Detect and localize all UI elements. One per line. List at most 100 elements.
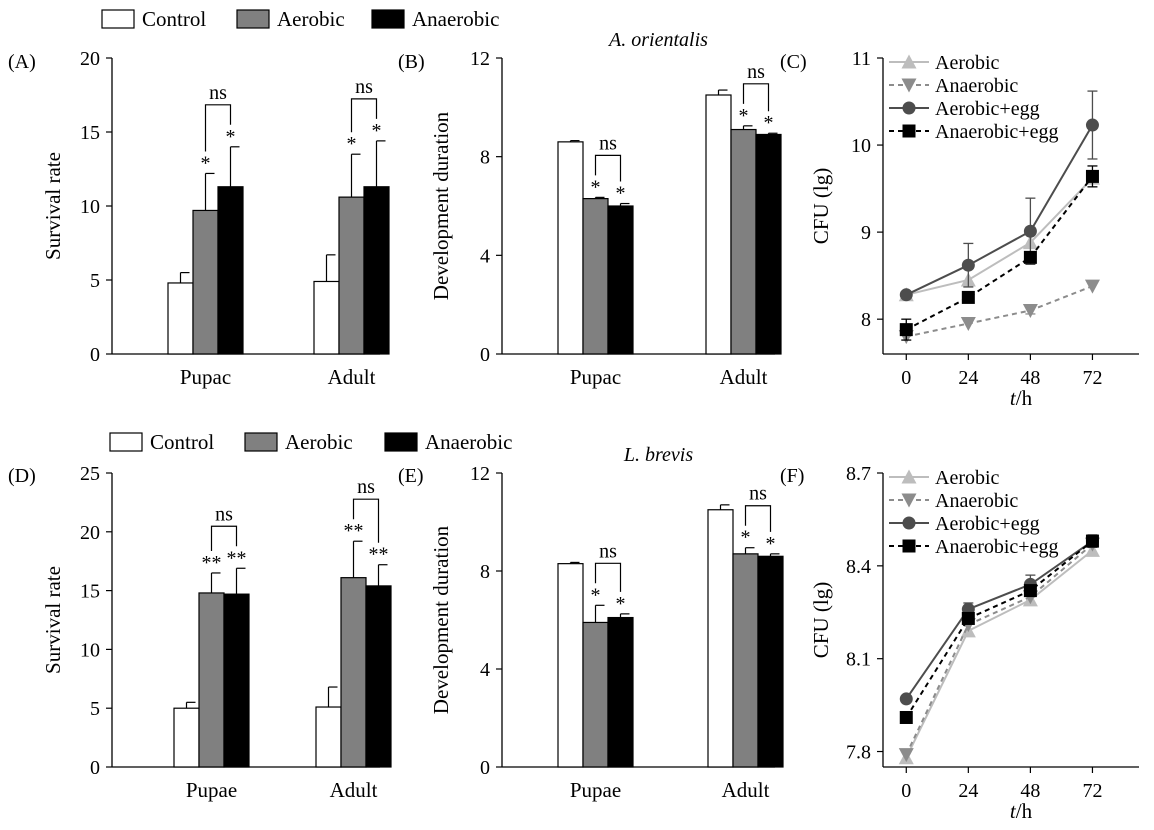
legend-top-aerobic-swatch (236, 9, 270, 29)
bar-B-1-1 (730, 128, 757, 355)
significance-label-B-1: ns (747, 61, 765, 83)
bar-D-1-2 (365, 585, 392, 768)
panel-A: 0 5 10 15 20 (A) Survival rate * * ns Pupac * * ns Adu… (8, 48, 390, 389)
panel-B: 0 4 8 12 (B) Development duration A. orientali… (398, 29, 782, 389)
legend-bottom-anaerobic-swatch (384, 432, 418, 452)
y-tick-label-B-1: 4 (480, 245, 490, 267)
y-tick-label-C-0: 8 (861, 309, 871, 331)
x-tick-label-C-0: 0 (901, 367, 911, 389)
x-tick-label-D-1: Adult (330, 778, 378, 802)
bar-D-0-0 (173, 707, 200, 768)
significance-mark-E-0-1: * (591, 584, 601, 606)
legend-label-F-2: Aerobic+egg (935, 513, 1040, 535)
x-tick-label-C-3: 72 (1082, 367, 1102, 389)
legend-marker-C-1 (901, 78, 917, 93)
y-tick-label-A-3: 15 (80, 122, 100, 144)
y-tick-label-F-2: 8.4 (846, 556, 871, 578)
y-tick-label-A-0: 0 (90, 344, 100, 366)
bar-D-1-0 (315, 706, 342, 768)
series-line-C-0 (906, 177, 1094, 296)
bar-E-1-2 (757, 555, 784, 768)
y-tick-label-D-2: 10 (80, 639, 100, 661)
y-axis-title-D: Survival rate (41, 566, 65, 674)
panel-label-B: (B) (398, 51, 425, 73)
chart-title-B: A. orientalis (607, 29, 708, 51)
significance-bracket-E-1 (744, 505, 772, 532)
legend-bottom-control-label: Control (150, 430, 214, 454)
significance-bracket-B-0 (594, 154, 622, 182)
bar-E-0-2 (607, 616, 634, 768)
legend-label-C-2: Aerobic+egg (935, 98, 1040, 120)
y-tick-label-F-3: 8.7 (846, 463, 871, 485)
bar-A-1-0 (313, 280, 340, 355)
legend-marker-C-3 (902, 124, 916, 138)
significance-mark-D-1-1: ** (344, 520, 364, 542)
legend-bottom-aerobic-swatch (244, 432, 278, 452)
y-tick-label-C-1: 9 (861, 222, 871, 244)
legend-top-control-swatch (101, 9, 135, 29)
significance-label-D-0: ns (215, 503, 233, 525)
x-tick-label-E-0: Pupae (570, 778, 621, 802)
bar-B-1-2 (755, 133, 782, 355)
y-axis-title-E: Development duration (429, 525, 453, 714)
data-point-C-1-1 (960, 317, 976, 332)
significance-mark-B-1-1: * (739, 105, 749, 127)
x-tick-label-F-1: 24 (958, 780, 978, 802)
y-tick-label-E-0: 0 (480, 757, 490, 779)
y-tick-label-F-1: 8.1 (846, 649, 871, 671)
series-line-F-2 (905, 540, 1094, 700)
x-tick-label-C-2: 48 (1020, 367, 1040, 389)
data-point-F-3-2 (1023, 584, 1037, 598)
bar-E-1-0 (707, 509, 734, 768)
significance-mark-E-0-2: * (616, 593, 626, 615)
series-line-C-2 (905, 124, 1094, 296)
bar-D-0-2 (223, 593, 250, 768)
x-tick-label-F-0: 0 (901, 780, 911, 802)
y-axis-title-C: CFU (lg) (809, 168, 833, 244)
legend-bottom-aerobic-label: Aerobic (285, 430, 353, 454)
panel-label-C: (C) (780, 51, 807, 73)
bar-E-0-1 (582, 621, 609, 768)
legend-top-aerobic-label: Aerobic (277, 7, 345, 31)
bar-B-0-0 (557, 141, 584, 355)
significance-mark-E-1-1: * (741, 527, 751, 549)
significance-bracket-B-1 (742, 83, 770, 112)
x-axis-title-F: t/h (1010, 799, 1033, 823)
data-point-C-3-0 (899, 323, 913, 337)
series-line-C-1 (906, 285, 1093, 338)
legend-marker-F-1 (901, 493, 917, 508)
y-tick-label-D-0: 0 (90, 757, 100, 779)
y-tick-label-A-2: 10 (80, 196, 100, 218)
series-line-F-3 (905, 540, 1094, 719)
y-tick-label-E-1: 4 (480, 659, 490, 681)
y-axis-title-A: Survival rate (41, 152, 65, 260)
significance-mark-A-0-2: * (226, 126, 236, 148)
legend-bottom-anaerobic-label: Anaerobic (425, 430, 512, 454)
legend-label-F-3: Anaerobic+egg (935, 536, 1058, 558)
y-axis-title-F: CFU (lg) (809, 582, 833, 658)
data-point-C-2-2 (1023, 224, 1037, 238)
legend-top-anaerobic-label: Anaerobic (412, 7, 499, 31)
significance-mark-B-0-2: * (616, 183, 626, 205)
y-tick-label-B-2: 8 (480, 147, 490, 169)
legend-label-C-3: Anaerobic+egg (935, 121, 1058, 143)
legend-top: Control Aerobic Anaerobic (101, 7, 499, 31)
legend-marker-F-3 (902, 539, 916, 553)
legend-bottom: Control Aerobic Anaerobic (109, 430, 512, 454)
legend-label-C-1: Anaerobic (935, 75, 1018, 97)
data-point-C-2-3 (1085, 118, 1099, 132)
chart-title-E: L. brevis (623, 444, 693, 466)
y-tick-label-D-4: 20 (80, 522, 100, 544)
legend-label-C-0: Aerobic (935, 52, 1000, 74)
significance-bracket-E-0 (594, 562, 622, 592)
data-point-C-3-1 (961, 290, 975, 304)
bar-E-1-1 (732, 553, 759, 768)
bar-B-0-2 (607, 205, 634, 355)
bar-E-0-0 (557, 563, 584, 768)
significance-mark-A-1-2: * (372, 120, 382, 142)
data-point-C-3-3 (1085, 169, 1099, 183)
significance-mark-A-1-1: * (347, 133, 357, 155)
